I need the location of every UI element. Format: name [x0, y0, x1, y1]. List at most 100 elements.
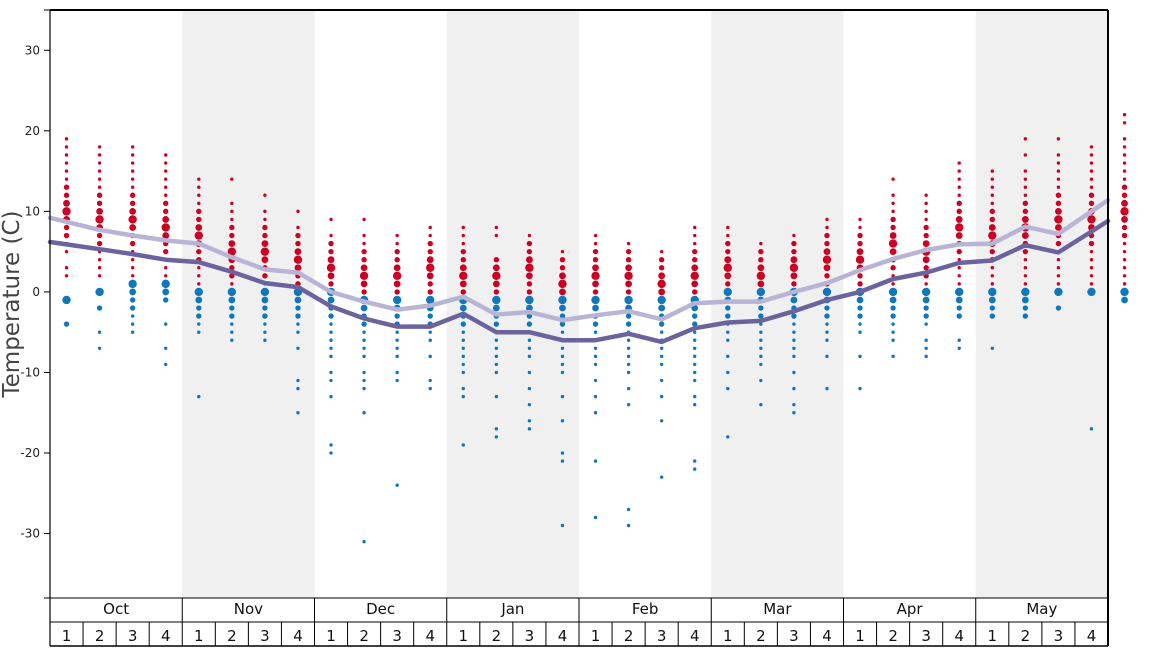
high-dot	[1023, 185, 1028, 189]
week-label: 4	[690, 627, 700, 645]
high-dot	[362, 217, 366, 222]
low-dot	[493, 321, 500, 327]
high-dot	[1055, 207, 1062, 215]
week-label: 3	[1054, 627, 1064, 645]
week-label: 1	[591, 627, 601, 645]
high-dot	[593, 233, 598, 238]
high-dot	[195, 224, 203, 231]
high-dot	[756, 271, 766, 281]
high-dot	[161, 223, 170, 232]
high-dot	[426, 272, 434, 280]
high-dot	[295, 240, 301, 247]
high-dot	[164, 274, 168, 278]
high-dot	[162, 232, 170, 239]
low-dot	[395, 338, 399, 342]
low-dot	[130, 322, 135, 326]
low-dot	[659, 362, 664, 367]
low-dot	[593, 354, 598, 359]
low-dot	[626, 507, 631, 512]
low-dot	[988, 296, 996, 304]
low-dot	[592, 321, 599, 327]
low-dot	[164, 346, 168, 351]
high-dot	[1056, 161, 1061, 165]
high-dot	[361, 248, 367, 255]
high-dot	[1122, 153, 1127, 157]
low-dot	[593, 346, 598, 351]
low-dot	[130, 330, 135, 334]
low-dot	[560, 330, 565, 334]
low-dot	[560, 523, 565, 528]
low-dot	[161, 279, 170, 289]
high-dot	[164, 193, 168, 197]
high-dot	[1122, 266, 1127, 270]
high-dot	[129, 224, 137, 231]
low-dot	[956, 305, 962, 311]
low-dot	[693, 330, 697, 334]
high-dot	[97, 145, 102, 149]
high-dot	[956, 200, 962, 207]
low-dot	[197, 394, 201, 399]
high-dot	[593, 241, 598, 246]
high-dot	[527, 233, 532, 238]
high-dot	[824, 273, 830, 279]
high-dot	[888, 239, 898, 248]
high-dot	[956, 208, 962, 215]
y-axis-label: Temperature (C)	[0, 210, 25, 398]
high-dot	[692, 289, 698, 295]
high-dot	[923, 265, 929, 271]
low-dot	[329, 338, 333, 342]
high-dot	[725, 248, 731, 255]
high-dot	[1089, 185, 1094, 189]
high-dot	[592, 264, 599, 272]
low-dot	[889, 296, 897, 304]
low-dot	[526, 321, 533, 327]
high-dot	[691, 280, 699, 288]
low-dot	[658, 321, 665, 327]
low-dot	[560, 459, 565, 463]
high-dot	[230, 209, 234, 214]
high-dot	[1088, 192, 1095, 198]
low-dot	[394, 313, 400, 319]
low-dot	[824, 313, 830, 319]
low-dot	[658, 304, 666, 312]
high-dot	[392, 271, 402, 281]
high-dot	[428, 233, 432, 238]
high-dot	[1089, 249, 1094, 254]
high-dot	[1023, 169, 1028, 173]
high-dot	[988, 224, 996, 231]
high-dot	[957, 169, 961, 173]
high-dot	[164, 153, 168, 157]
low-dot	[295, 313, 301, 319]
low-dot	[459, 304, 467, 312]
low-dot	[461, 338, 465, 342]
high-dot	[394, 248, 400, 255]
week-label: 1	[62, 627, 72, 645]
high-dot	[229, 224, 235, 231]
high-dot	[758, 248, 764, 255]
high-dot	[591, 271, 600, 281]
high-dot	[693, 233, 697, 238]
high-dot	[857, 281, 863, 287]
low-dot	[494, 435, 499, 439]
high-dot	[360, 264, 368, 272]
high-dot	[955, 232, 963, 239]
high-dot	[1122, 137, 1127, 141]
high-dot	[957, 161, 961, 165]
high-dot	[63, 184, 70, 190]
low-dot	[62, 295, 71, 305]
high-dot	[558, 279, 567, 289]
high-dot	[362, 241, 366, 246]
high-dot	[891, 209, 895, 214]
y-tick-label: -20	[20, 446, 40, 460]
low-dot	[428, 330, 432, 334]
high-dot	[326, 263, 336, 272]
high-dot	[1056, 266, 1061, 270]
low-dot	[693, 467, 697, 471]
low-dot	[296, 378, 300, 383]
low-dot	[891, 354, 895, 359]
high-dot	[1121, 184, 1128, 190]
high-dot	[361, 289, 367, 295]
high-dot	[62, 207, 71, 216]
low-dot	[428, 338, 432, 342]
low-dot	[96, 305, 103, 311]
